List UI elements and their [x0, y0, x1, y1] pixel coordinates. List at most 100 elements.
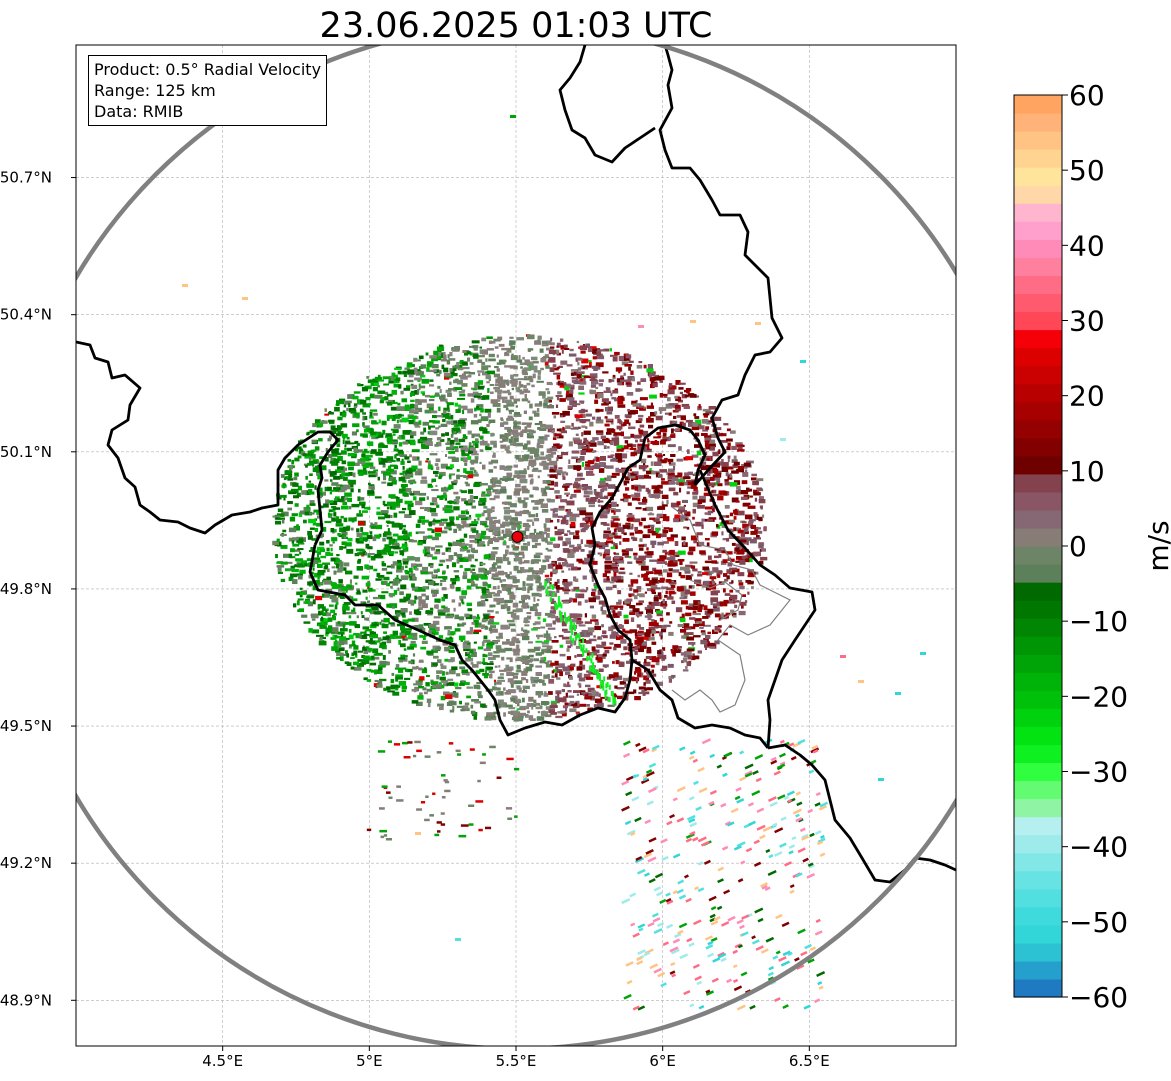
echo-gate — [663, 569, 668, 573]
echo-gate — [548, 678, 555, 684]
echo-gate — [386, 565, 394, 568]
echo-gate — [667, 389, 675, 395]
echo-gate — [609, 348, 612, 352]
echo-gate — [659, 631, 663, 637]
echo-gate — [508, 689, 516, 694]
echo-gate — [340, 584, 344, 588]
echo-gate — [634, 650, 638, 655]
echo-gate — [741, 594, 746, 597]
echo-gate — [369, 662, 377, 666]
echo-gate — [463, 533, 468, 538]
echo-gate — [573, 690, 581, 693]
echo-gate — [395, 676, 403, 680]
echo-gate — [493, 597, 497, 602]
echo-gate — [499, 488, 507, 494]
echo-gate — [428, 535, 433, 539]
echo-gate — [555, 700, 560, 704]
echo-gate — [488, 377, 491, 381]
echo-gate — [595, 419, 604, 424]
echo-gate — [392, 615, 399, 621]
echo-gate — [472, 388, 477, 391]
echo-gate — [511, 353, 514, 356]
echo-gate — [291, 569, 299, 573]
echo-gate — [362, 647, 368, 651]
echo-gate — [612, 532, 616, 535]
echo-gate — [469, 514, 472, 518]
echo-gate — [377, 637, 382, 641]
plot-area[interactable] — [5, 25, 1029, 1049]
echo-gate — [596, 685, 603, 689]
echo-gate — [509, 340, 516, 345]
echo-gate — [614, 685, 618, 689]
echo-gate — [687, 486, 693, 489]
echo-gate — [512, 648, 521, 652]
echo-gate — [501, 478, 509, 481]
echo-gate — [398, 477, 405, 482]
echo-gate — [754, 516, 757, 520]
echo-gate — [576, 666, 583, 671]
echo-gate — [655, 625, 663, 628]
echo-gate — [370, 624, 377, 629]
echo-gate — [338, 534, 346, 538]
echo-gate — [536, 453, 539, 457]
echo-gate — [289, 573, 298, 578]
echo-gate — [478, 373, 481, 377]
echo-gate — [342, 501, 348, 506]
echo-gate — [648, 493, 651, 498]
echo-gate — [478, 355, 485, 358]
echo-gate — [499, 669, 507, 672]
echo-gate — [330, 547, 333, 552]
velocity-echoes — [182, 115, 926, 1011]
echo-gate — [476, 573, 483, 579]
echo-gate — [701, 461, 707, 465]
echo-gate — [527, 574, 534, 579]
echo-gate — [673, 519, 677, 522]
echo-gate — [491, 483, 496, 488]
echo-gate — [532, 448, 540, 453]
echo-gate — [466, 602, 472, 607]
echo-gate — [739, 601, 747, 606]
echo-gate — [386, 414, 393, 419]
echo-gate — [488, 419, 496, 423]
echo-gate — [490, 391, 494, 394]
echo-gate — [518, 600, 524, 604]
echo-gate — [476, 682, 483, 685]
echo-gate — [618, 599, 622, 604]
echo-gate — [365, 640, 373, 643]
echo-gate — [588, 490, 593, 495]
echo-gate — [707, 608, 714, 614]
echo-gate — [361, 575, 369, 580]
echo-gate — [613, 509, 621, 513]
echo-gate — [562, 516, 565, 520]
echo-gate — [506, 465, 513, 469]
echo-gate — [679, 597, 686, 600]
echo-gate — [420, 646, 427, 650]
echo-gate — [678, 482, 684, 486]
echo-gate — [533, 679, 541, 683]
echo-gate — [683, 632, 688, 636]
echo-gate — [344, 444, 347, 448]
echo-gate — [555, 695, 560, 701]
echo-gate — [481, 512, 485, 517]
echo-gate — [626, 379, 632, 383]
echo-gate — [291, 513, 298, 517]
echo-gate — [482, 657, 485, 663]
echo-gate — [556, 677, 561, 680]
echo-gate — [409, 491, 413, 495]
echo-gate — [605, 556, 611, 561]
echo-gate — [280, 578, 286, 582]
echo-gate — [631, 452, 638, 456]
echo-gate — [518, 707, 526, 711]
echo-gate — [562, 426, 565, 431]
echo-gate — [503, 540, 506, 544]
echo-gate — [690, 484, 697, 489]
echo-gate — [285, 476, 289, 479]
echo-gate — [634, 645, 640, 651]
echo-gate — [395, 664, 400, 668]
echo-gate — [606, 428, 614, 433]
echo-gate — [711, 507, 715, 513]
echo-gate — [333, 512, 337, 517]
echo-gate — [402, 561, 409, 565]
echo-gate — [423, 546, 431, 549]
